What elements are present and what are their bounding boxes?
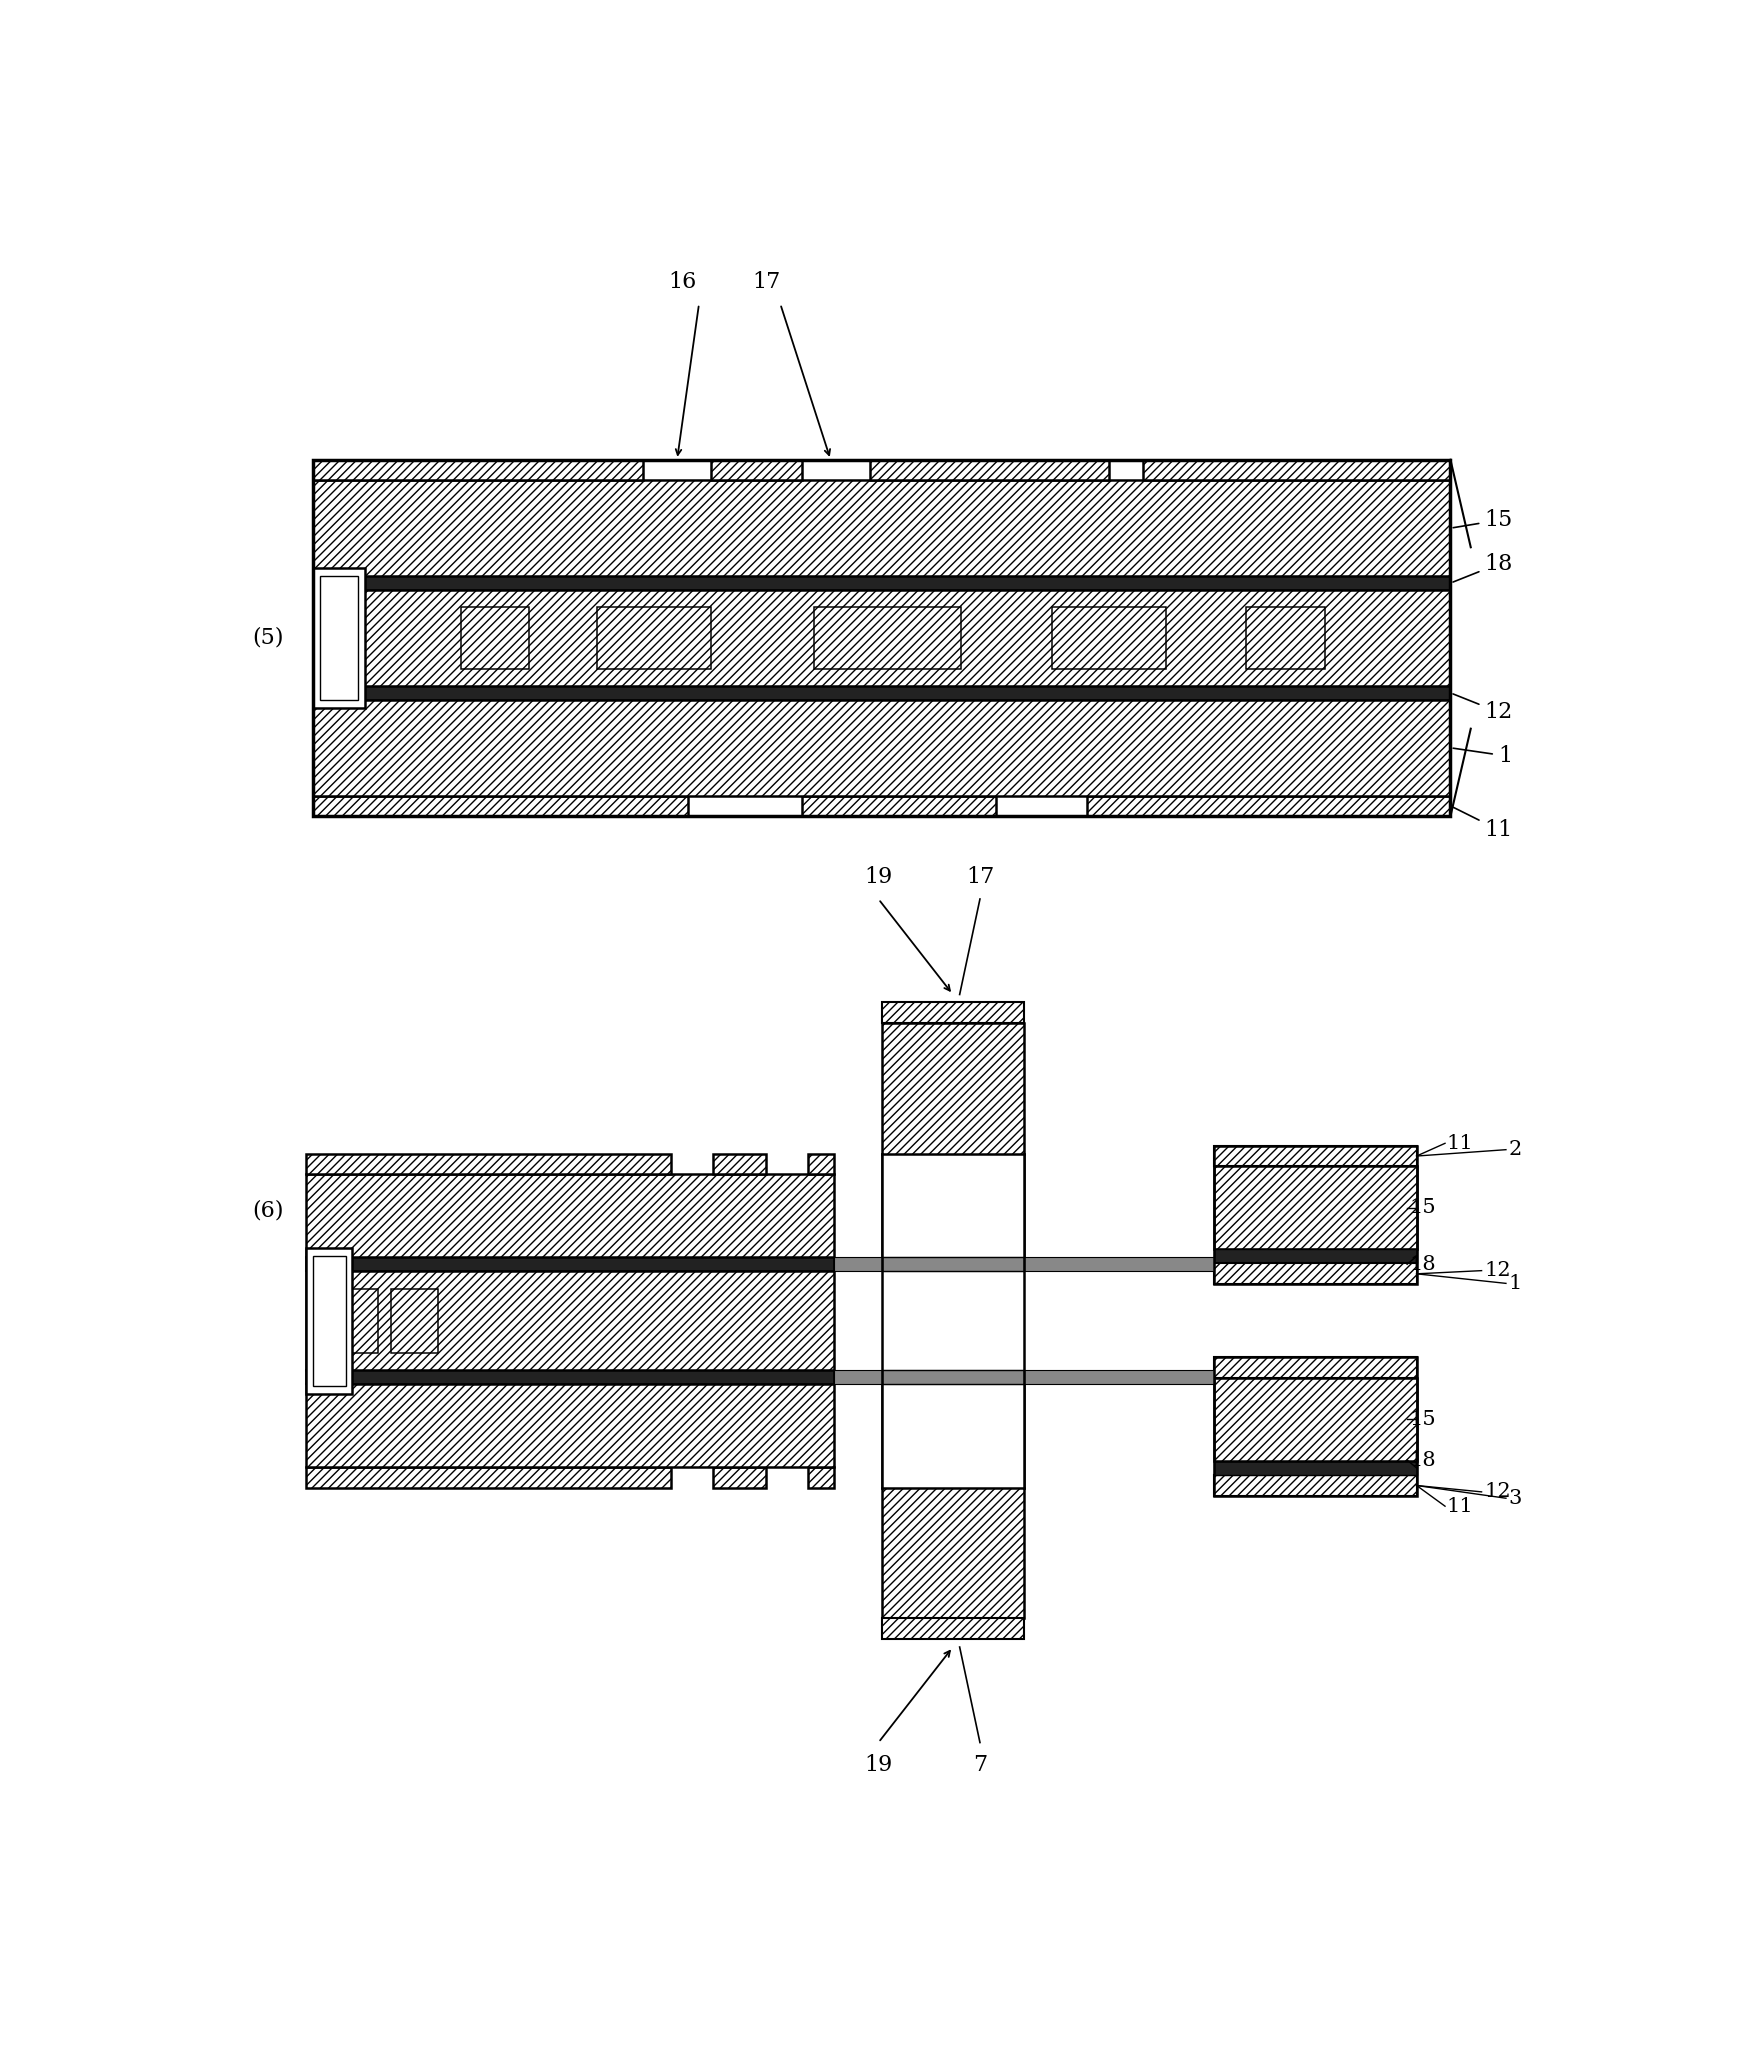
Bar [306,1370,835,1385]
Bar [1214,1358,1417,1497]
Bar [313,577,1450,591]
Bar [882,1257,1024,1271]
Bar [306,1257,835,1271]
Text: 18: 18 [1410,1255,1436,1273]
Text: 2: 2 [1509,1141,1522,1160]
Bar [341,1288,377,1352]
Text: 7: 7 [973,1753,987,1776]
Text: 3: 3 [1509,1488,1522,1507]
Bar [870,459,1109,480]
Bar [835,1257,1214,1271]
Bar [713,1153,765,1174]
Text: (6): (6) [252,1201,283,1222]
Bar [313,701,1450,796]
Bar [1214,1263,1417,1284]
Bar [802,796,996,816]
Text: 11: 11 [1447,1135,1473,1153]
Bar [882,1153,1024,1488]
Bar [313,568,365,709]
Text: 11: 11 [1454,806,1513,841]
Text: 12: 12 [1454,695,1513,723]
Bar [814,608,961,670]
Bar [1087,796,1450,816]
Text: 15: 15 [1410,1199,1436,1217]
Bar [306,1153,671,1174]
Text: 19: 19 [865,866,893,889]
Bar [1214,1145,1417,1284]
Bar [713,1468,765,1488]
Text: 12: 12 [1485,1261,1511,1279]
Text: 15: 15 [1410,1410,1436,1428]
Bar [306,1468,671,1488]
Bar [835,1370,1214,1385]
Bar [306,1248,353,1393]
Bar [313,459,1450,816]
Bar [882,1377,1024,1618]
Bar [391,1288,438,1352]
Text: 16: 16 [669,271,697,294]
Bar [306,1174,835,1257]
Bar [1246,608,1326,670]
Bar [597,608,711,670]
Bar [1214,1476,1417,1497]
Bar [313,1255,346,1387]
Bar [1214,1461,1417,1476]
Bar [313,591,1450,686]
Text: (5): (5) [252,626,283,649]
Text: 15: 15 [1454,508,1513,531]
Bar [313,686,1450,701]
Bar [313,459,643,480]
Bar [306,1271,835,1370]
Bar [306,1385,835,1468]
Bar [461,608,529,670]
Bar [711,459,802,480]
Bar [1214,1145,1417,1166]
Bar [1214,1166,1417,1248]
Bar [809,1468,835,1488]
Text: 19: 19 [865,1753,893,1776]
Text: 18: 18 [1454,554,1513,583]
Bar [882,1618,1024,1639]
Text: 11: 11 [1447,1497,1473,1515]
Bar [313,796,688,816]
Bar [1214,1248,1417,1263]
Text: 1: 1 [1454,744,1511,767]
Bar [882,1023,1024,1265]
Bar [1214,1358,1417,1379]
Text: 17: 17 [966,866,994,889]
Bar [1143,459,1450,480]
Text: 12: 12 [1485,1482,1511,1501]
Bar [809,1153,835,1174]
Text: 18: 18 [1410,1451,1436,1470]
Bar [882,1002,1024,1023]
Text: 17: 17 [753,271,781,294]
Bar [313,480,1450,577]
Bar [882,1370,1024,1385]
Bar [1214,1379,1417,1461]
Text: 1: 1 [1509,1273,1522,1292]
Bar [320,577,358,701]
Bar [1052,608,1167,670]
